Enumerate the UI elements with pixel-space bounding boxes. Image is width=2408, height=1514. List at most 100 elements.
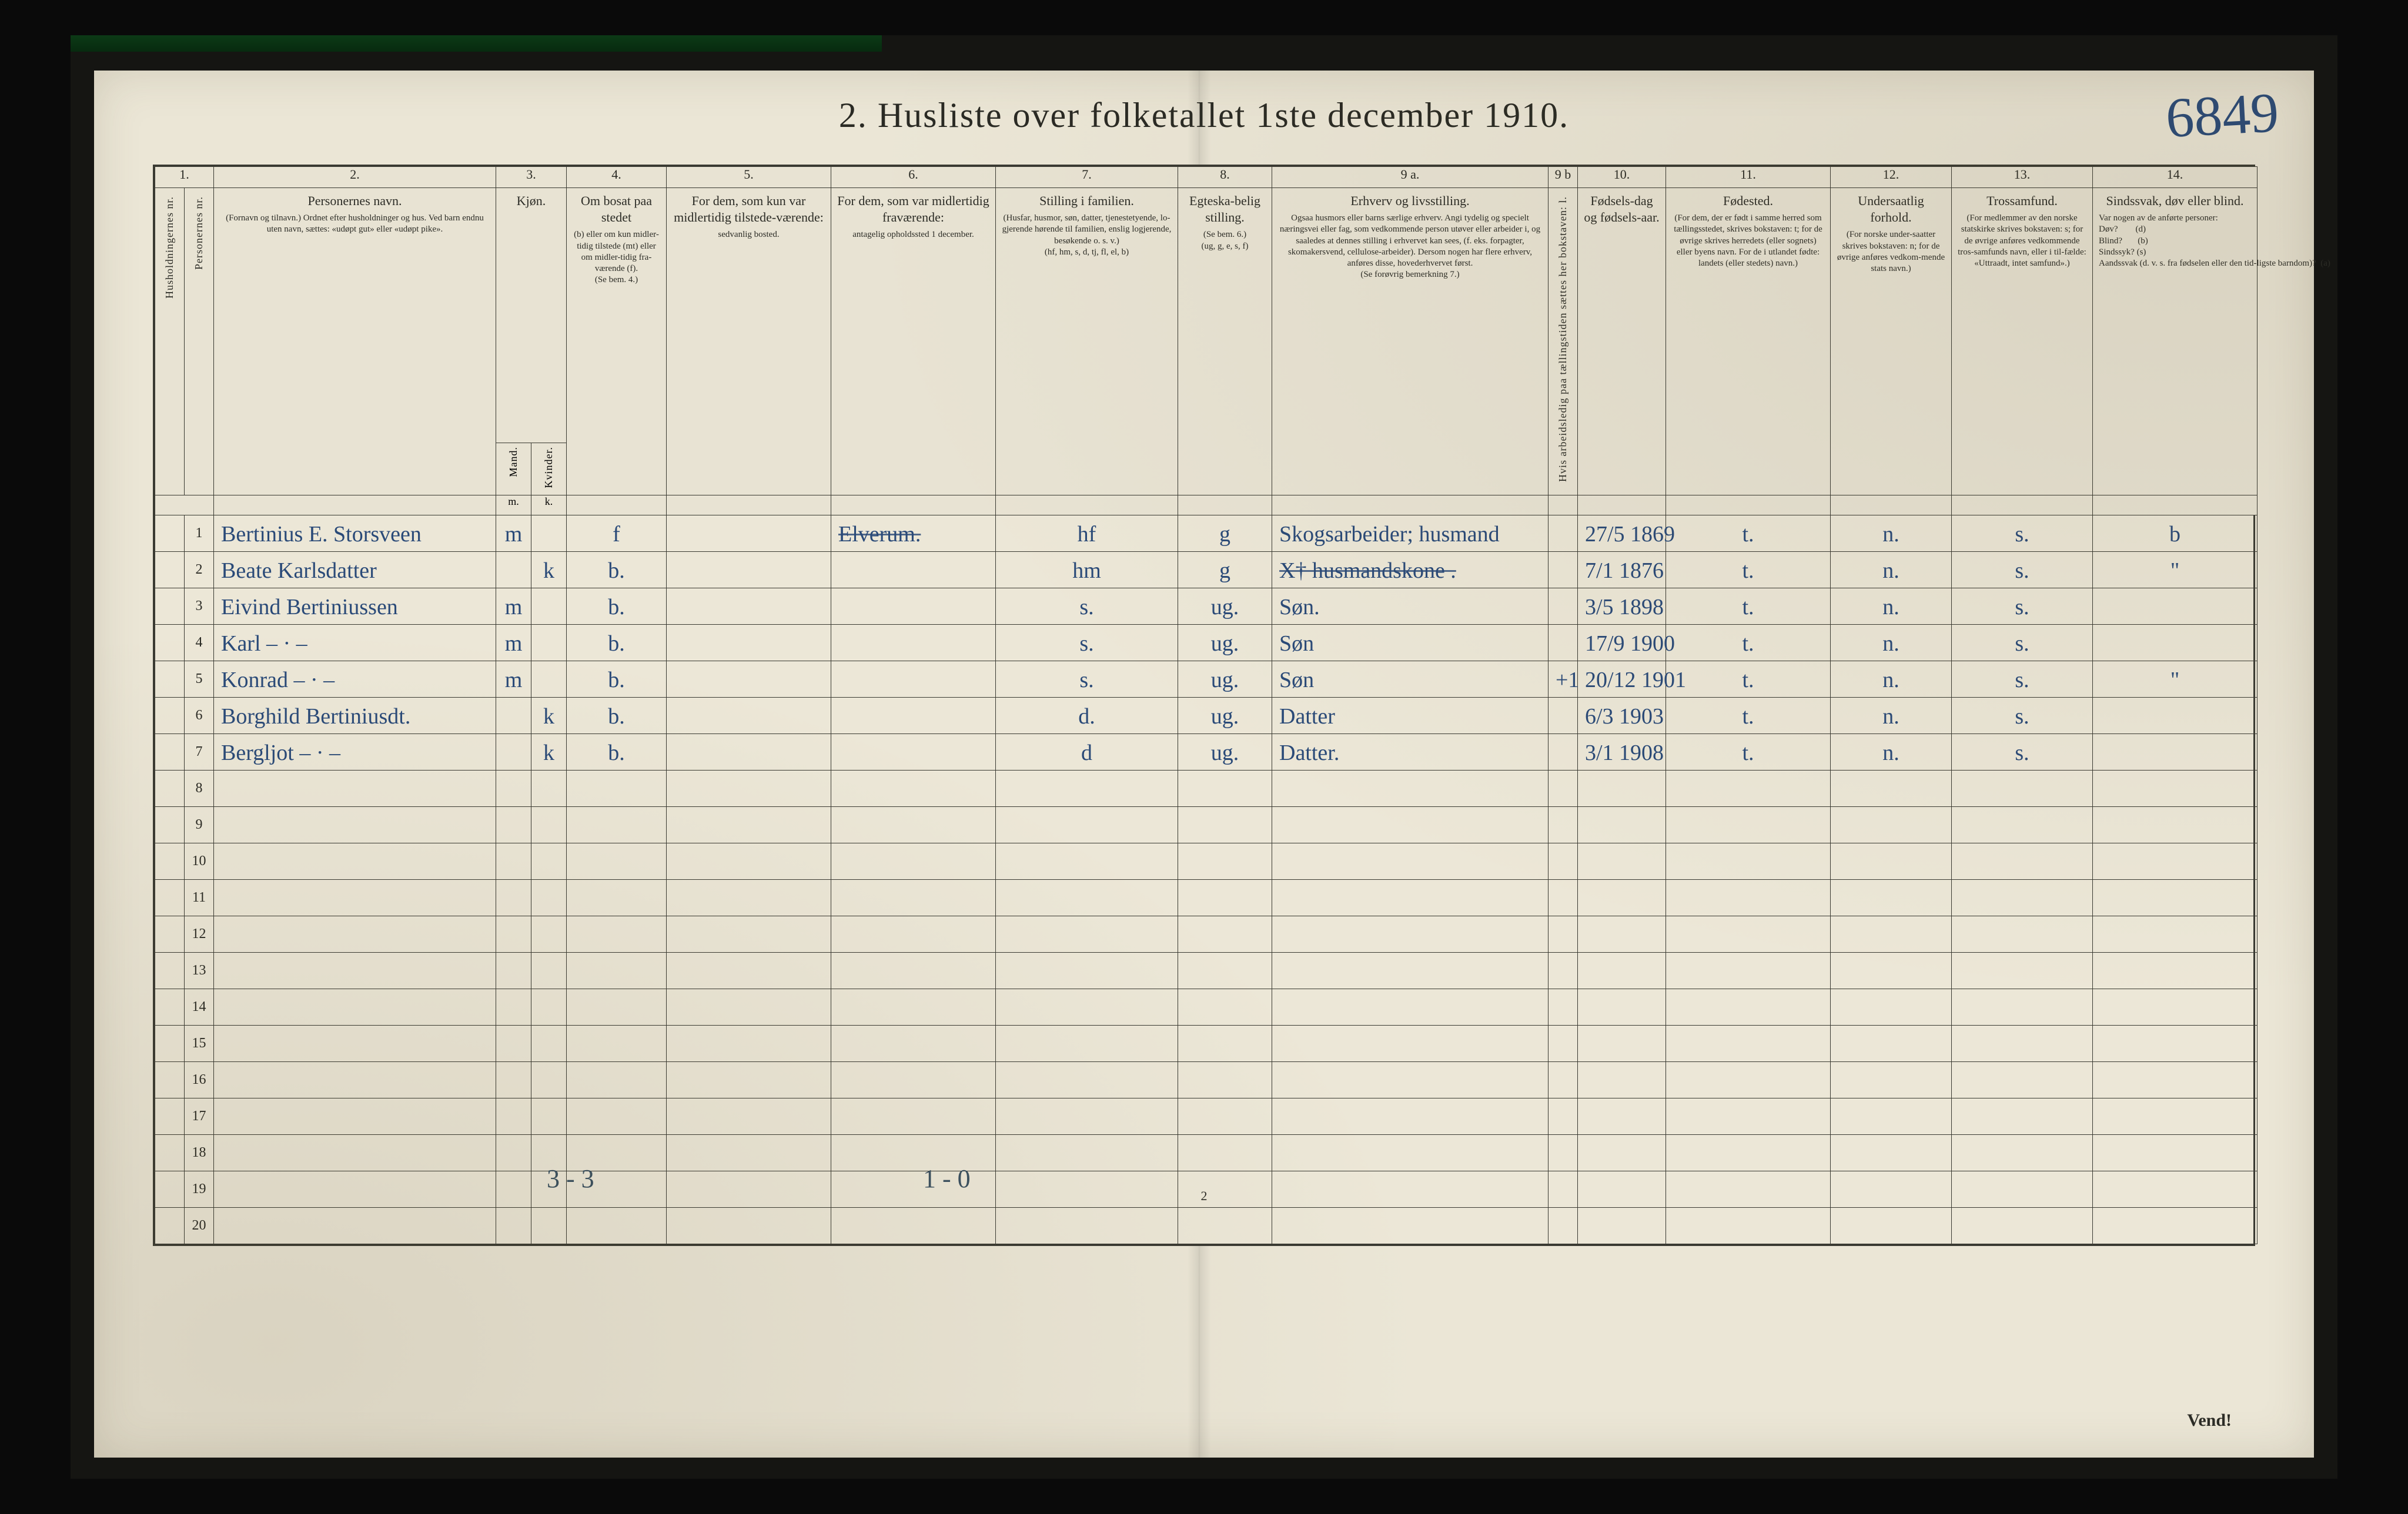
colnum-11: 11. [1666, 167, 1831, 188]
empty-cell [496, 952, 531, 989]
empty-cell [567, 989, 667, 1025]
marital-cell: g [1178, 515, 1272, 551]
column-number-row: 1. 2. 3. 4. 5. 6. 7. 8. 9 a. 9 b 10. 11.… [155, 167, 2258, 188]
empty-cell [1578, 843, 1666, 879]
birthplace-cell: t. [1666, 515, 1831, 551]
unemployed-cell [1549, 733, 1578, 770]
religion-cell: s. [1952, 588, 2093, 624]
empty-cell [1549, 1061, 1578, 1098]
colnum-5: 5. [667, 167, 831, 188]
empty-cell [1952, 1134, 2093, 1171]
religion-cell: s. [1952, 515, 2093, 551]
empty-cell [1549, 916, 1578, 952]
empty-cell [996, 843, 1178, 879]
empty-cell [496, 1207, 531, 1244]
empty-cell [831, 989, 996, 1025]
empty-cell [214, 770, 496, 806]
family-pos-cell: s. [996, 624, 1178, 661]
empty-cell [496, 989, 531, 1025]
empty-cell [1549, 989, 1578, 1025]
hdr-temp-absent: For dem, som var midlertidig fraværende:… [831, 188, 996, 495]
empty-cell [667, 1061, 831, 1098]
empty-cell [214, 1061, 496, 1098]
person-no-cell: 14 [185, 989, 214, 1025]
temp-present-cell [667, 697, 831, 733]
empty-cell [1549, 770, 1578, 806]
residence-cell: f [567, 515, 667, 551]
empty-cell [1549, 1098, 1578, 1134]
empty-cell [1549, 879, 1578, 916]
empty-cell [667, 916, 831, 952]
empty-cell [1666, 1207, 1831, 1244]
marital-cell: ug. [1178, 697, 1272, 733]
colnum-3: 3. [496, 167, 567, 188]
residence-cell: b. [567, 697, 667, 733]
hdr-religion: Trossamfund. (For medlemmer av den norsk… [1952, 188, 2093, 495]
hdr-sex: Kjøn. [496, 188, 567, 443]
empty-cell [667, 952, 831, 989]
foot-k: k. [531, 495, 567, 515]
table-row: 2Beate Karlsdatterkb.hmgX† husmandskone … [155, 551, 2258, 588]
occupation-cell: Skogsarbeider; husmand [1272, 515, 1549, 551]
colnum-8: 8. [1178, 167, 1272, 188]
empty-cell [214, 952, 496, 989]
empty-cell [1178, 1061, 1272, 1098]
empty-cell [1952, 770, 2093, 806]
empty-cell [1549, 806, 1578, 843]
birthplace-cell: t. [1666, 624, 1831, 661]
religion-cell: s. [1952, 733, 2093, 770]
nationality-cell: n. [1831, 551, 1952, 588]
empty-cell [1666, 843, 1831, 879]
hdr-sex-female: Kvinder. [531, 443, 567, 495]
empty-cell [667, 1207, 831, 1244]
temp-present-cell [667, 661, 831, 697]
empty-cell [1178, 770, 1272, 806]
empty-cell [1578, 1098, 1666, 1134]
hdr-marital: Egteska-belig stilling. (Se bem. 6.) (ug… [1178, 188, 1272, 495]
colnum-4: 4. [567, 167, 667, 188]
person-no-cell: 15 [185, 1025, 214, 1061]
person-no-cell: 3 [185, 588, 214, 624]
person-no-cell: 9 [185, 806, 214, 843]
hdr-sex-male: Mand. [496, 443, 531, 495]
empty-cell [667, 1025, 831, 1061]
empty-cell [1272, 1098, 1549, 1134]
household-no-cell [155, 551, 185, 588]
hdr-birthplace: Fødested. (For dem, der er født i samme … [1666, 188, 1831, 495]
empty-cell [831, 1134, 996, 1171]
temp-present-cell [667, 733, 831, 770]
table-row: 6Borghild Bertiniusdt.kb.d.ug.Datter6/3 … [155, 697, 2258, 733]
residence-cell: b. [567, 588, 667, 624]
empty-cell [2093, 1025, 2258, 1061]
empty-cell [567, 843, 667, 879]
empty-cell [214, 879, 496, 916]
household-no-cell [155, 879, 185, 916]
empty-cell [1549, 1134, 1578, 1171]
temp-absent-cell [831, 588, 996, 624]
empty-cell [567, 1025, 667, 1061]
empty-cell [1272, 916, 1549, 952]
empty-cell [996, 916, 1178, 952]
hdr-occupation: Erhverv og livsstilling. Ogsaa husmors e… [1272, 188, 1549, 495]
colnum-9b: 9 b [1549, 167, 1578, 188]
occupation-cell: Søn [1272, 661, 1549, 697]
birth-cell: 7/1 1876 [1578, 551, 1666, 588]
empty-cell [1272, 806, 1549, 843]
disability-cell: " [2093, 661, 2258, 697]
person-no-cell: 1 [185, 515, 214, 551]
colnum-10: 10. [1578, 167, 1666, 188]
empty-cell [1178, 806, 1272, 843]
empty-cell [567, 806, 667, 843]
hdr-birth: Fødsels-dag og fødsels-aar. [1578, 188, 1666, 495]
empty-cell [996, 770, 1178, 806]
empty-cell [1272, 1061, 1549, 1098]
hdr-family-position: Stilling i familien. (Husfar, husmor, sø… [996, 188, 1178, 495]
household-no-cell [155, 952, 185, 989]
empty-cell [2093, 1207, 2258, 1244]
table: 1. 2. 3. 4. 5. 6. 7. 8. 9 a. 9 b 10. 11.… [155, 166, 2258, 1244]
empty-cell [496, 1098, 531, 1134]
disability-cell: " [2093, 551, 2258, 588]
sex-k-cell: k [531, 733, 567, 770]
sex-k-cell: k [531, 551, 567, 588]
empty-cell [496, 770, 531, 806]
